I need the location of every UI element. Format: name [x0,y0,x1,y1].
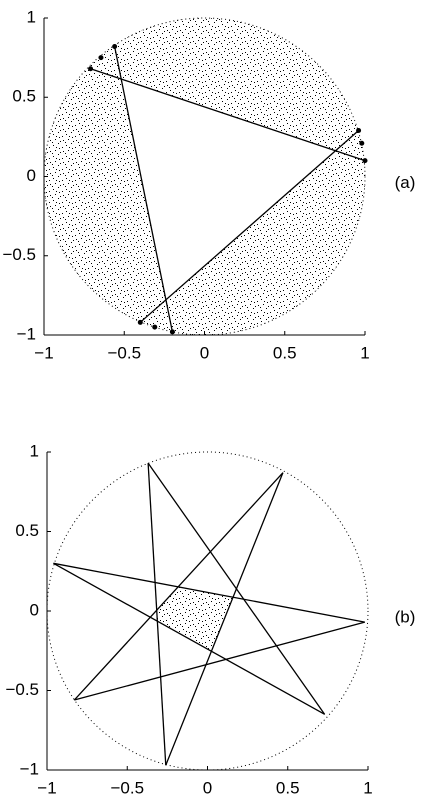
x-tick-label: −1 [37,778,56,797]
x-tick-label: 0 [200,343,209,362]
chord [74,621,365,701]
chord [139,130,360,323]
chord [53,562,365,623]
unit-circle [46,451,369,771]
dot-cloud [156,586,234,652]
y-tick-label: 0 [27,166,36,185]
y-tick-label: −1 [17,324,36,343]
x-tick-label: 1 [363,778,372,797]
panel-label: (b) [395,607,416,626]
endpoint [362,158,368,164]
chord [53,562,325,715]
endpoint [169,329,175,335]
x-tick-label: −1 [34,343,53,362]
chord [113,46,174,332]
y-tick-label: 0 [30,600,39,619]
x-tick-label: 0.5 [273,343,297,362]
endpoint [356,128,362,134]
x-tick-label: 0.5 [276,778,300,797]
x-tick-label: 0 [203,778,212,797]
y-tick-label: 1 [30,441,39,460]
empty-region [121,78,336,300]
endpoint [112,44,118,50]
endpoint [137,319,143,325]
point [152,324,158,330]
endpoint [88,66,94,72]
y-tick-label: −0.5 [2,245,36,264]
y-tick-label: 0.5 [15,521,39,540]
chord [90,68,366,162]
x-tick-label: −0.5 [107,343,141,362]
point [359,140,365,146]
y-tick-label: 1 [27,7,36,26]
panel-label: (a) [395,173,416,192]
point [98,55,104,61]
x-tick-label: 1 [360,343,369,362]
y-tick-label: 0.5 [12,87,36,106]
chord [165,472,284,766]
y-tick-label: −1 [20,759,39,778]
x-tick-label: −0.5 [110,778,144,797]
y-tick-label: −0.5 [5,680,39,699]
chord [147,463,167,766]
chord [73,472,284,701]
